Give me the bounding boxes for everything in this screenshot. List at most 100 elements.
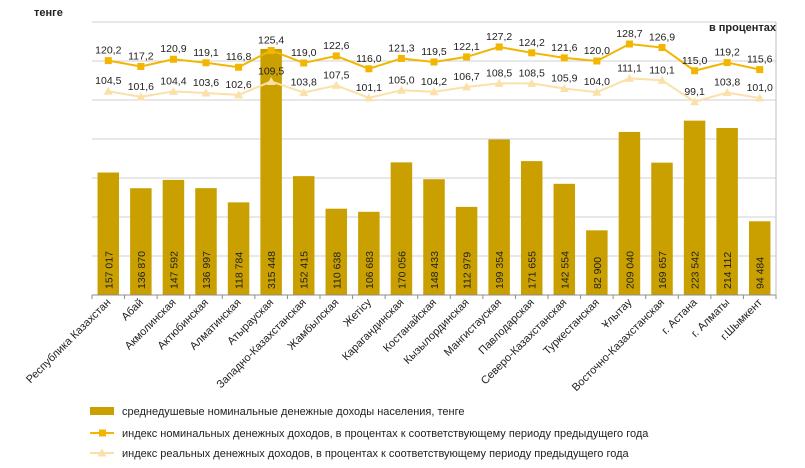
category-label: Республика Казахстан: [24, 297, 113, 386]
category-labels: Республика Казахстан АбайАкмолинскаяАктюб…: [24, 296, 765, 394]
bar: [227, 202, 250, 295]
bar: [651, 162, 673, 295]
real-income-marker: [201, 88, 211, 97]
nominal-value-label: 119,0: [291, 47, 317, 59]
bar-value-label: 209 040: [624, 251, 636, 289]
line-value-labels: 120,2 117,2 120,9 119,1 116,8 125,4 119,0 122,6…: [95, 28, 773, 98]
bar: [390, 162, 413, 295]
legend-swatch-bar: [90, 407, 114, 415]
bar: [553, 183, 576, 295]
nominal-income-marker: [756, 66, 764, 74]
bar: [325, 208, 348, 295]
real-value-label: 105,9: [551, 72, 577, 84]
bar: [195, 188, 217, 295]
real-value-label: 109,5: [258, 65, 284, 77]
real-income-marker: [299, 88, 309, 97]
real-income-marker: [722, 88, 732, 97]
right-axis-label: в процентах: [709, 22, 777, 34]
real-value-label: 103,8: [291, 77, 317, 89]
bar: [618, 131, 641, 295]
real-value-label: 101,1: [356, 82, 382, 94]
category-label: Абай: [119, 297, 146, 324]
bar: [455, 206, 478, 295]
bar: [130, 188, 152, 295]
nominal-income-marker: [691, 67, 699, 75]
bar: [292, 176, 315, 295]
real-value-label: 107,5: [323, 69, 349, 81]
bar-value-label: 223 542: [690, 251, 702, 289]
nominal-income-marker: [528, 49, 536, 57]
bar-value-label: 171 655: [527, 251, 539, 289]
real-value-label: 104,0: [584, 76, 610, 88]
real-value-label: 104,5: [95, 75, 121, 87]
bar-value-label: 136 870: [136, 251, 148, 289]
bar: [716, 127, 738, 295]
real-value-label: 106,7: [453, 71, 479, 83]
real-value-label: 101,6: [128, 81, 154, 93]
real-value-label: 110,1: [649, 64, 675, 76]
legend-swatch-marker: [97, 448, 107, 457]
real-income-marker: [429, 87, 439, 96]
real-value-label: 103,8: [714, 77, 740, 89]
real-income-marker: [103, 86, 113, 95]
real-value-label: 104,4: [160, 75, 186, 87]
bar-value-label: 214 112: [722, 252, 734, 289]
nominal-value-label: 127,2: [486, 31, 512, 43]
nominal-income-marker: [169, 55, 177, 63]
legend-swatch-marker: [99, 429, 106, 437]
nominal-value-label: 122,1: [453, 41, 479, 53]
real-income-marker: [396, 85, 406, 94]
real-value-label: 103,6: [193, 77, 219, 89]
nominal-value-label: 115,0: [682, 55, 708, 67]
bar: [586, 230, 608, 295]
nominal-value-label: 119,5: [421, 46, 447, 58]
category-label: Мангистауская: [442, 297, 504, 359]
nominal-value-label: 121,3: [388, 42, 414, 54]
nominal-income-marker: [332, 52, 340, 60]
nominal-value-label: 126,9: [649, 32, 675, 44]
nominal-value-label: 116,8: [226, 51, 252, 63]
legend-label: индекс реальных денежных доходов, в проц…: [122, 448, 630, 460]
real-income-marker: [266, 76, 276, 85]
bar-value-label: 112 979: [462, 252, 474, 289]
bar-value-label: 106 683: [364, 251, 376, 289]
nominal-value-label: 119,2: [714, 47, 740, 59]
nominal-value-label: 121,6: [551, 42, 577, 54]
bars: [97, 48, 771, 295]
real-value-label: 108,5: [519, 67, 545, 79]
real-value-label: 99,1: [684, 86, 705, 98]
real-income-marker: [136, 92, 146, 101]
bar-value-label: 315 448: [266, 251, 278, 289]
bar-value-labels: 157 017 136 870 147 592 136 997 118 784 315 4…: [103, 251, 766, 289]
nominal-income-marker: [202, 59, 210, 67]
real-income-marker: [624, 73, 634, 82]
bar: [683, 120, 706, 295]
legend-label: индекс номинальных денежных доходов, в п…: [122, 428, 649, 440]
left-axis-label: тенге: [34, 7, 63, 19]
real-income-marker: [690, 97, 700, 106]
nominal-value-label: 120,2: [95, 45, 121, 57]
real-income-marker: [559, 83, 569, 92]
nominal-value-label: 128,7: [616, 28, 642, 40]
real-value-label: 105,0: [388, 74, 414, 86]
bar: [358, 211, 380, 295]
bar-value-label: 147 592: [168, 251, 180, 289]
nominal-income-marker: [300, 59, 308, 67]
bar-value-label: 169 657: [657, 251, 669, 289]
bar: [520, 161, 543, 295]
bar-value-label: 170 056: [396, 251, 408, 289]
nominal-income-marker: [235, 63, 243, 71]
category-label: Туркестанская: [541, 297, 602, 358]
bar-value-label: 110 638: [331, 252, 343, 289]
bar: [162, 179, 185, 295]
bar: [488, 139, 510, 295]
real-income-marker: [364, 93, 374, 102]
bar-value-label: 157 017: [103, 251, 115, 289]
bar: [748, 221, 771, 295]
legend: среднедушевые номинальные денежные доход…: [90, 406, 649, 460]
nominal-income-marker: [463, 53, 471, 61]
nominal-value-label: 116,0: [356, 53, 382, 65]
nominal-value-label: 124,2: [519, 37, 545, 49]
nominal-value-label: 119,1: [193, 47, 219, 59]
